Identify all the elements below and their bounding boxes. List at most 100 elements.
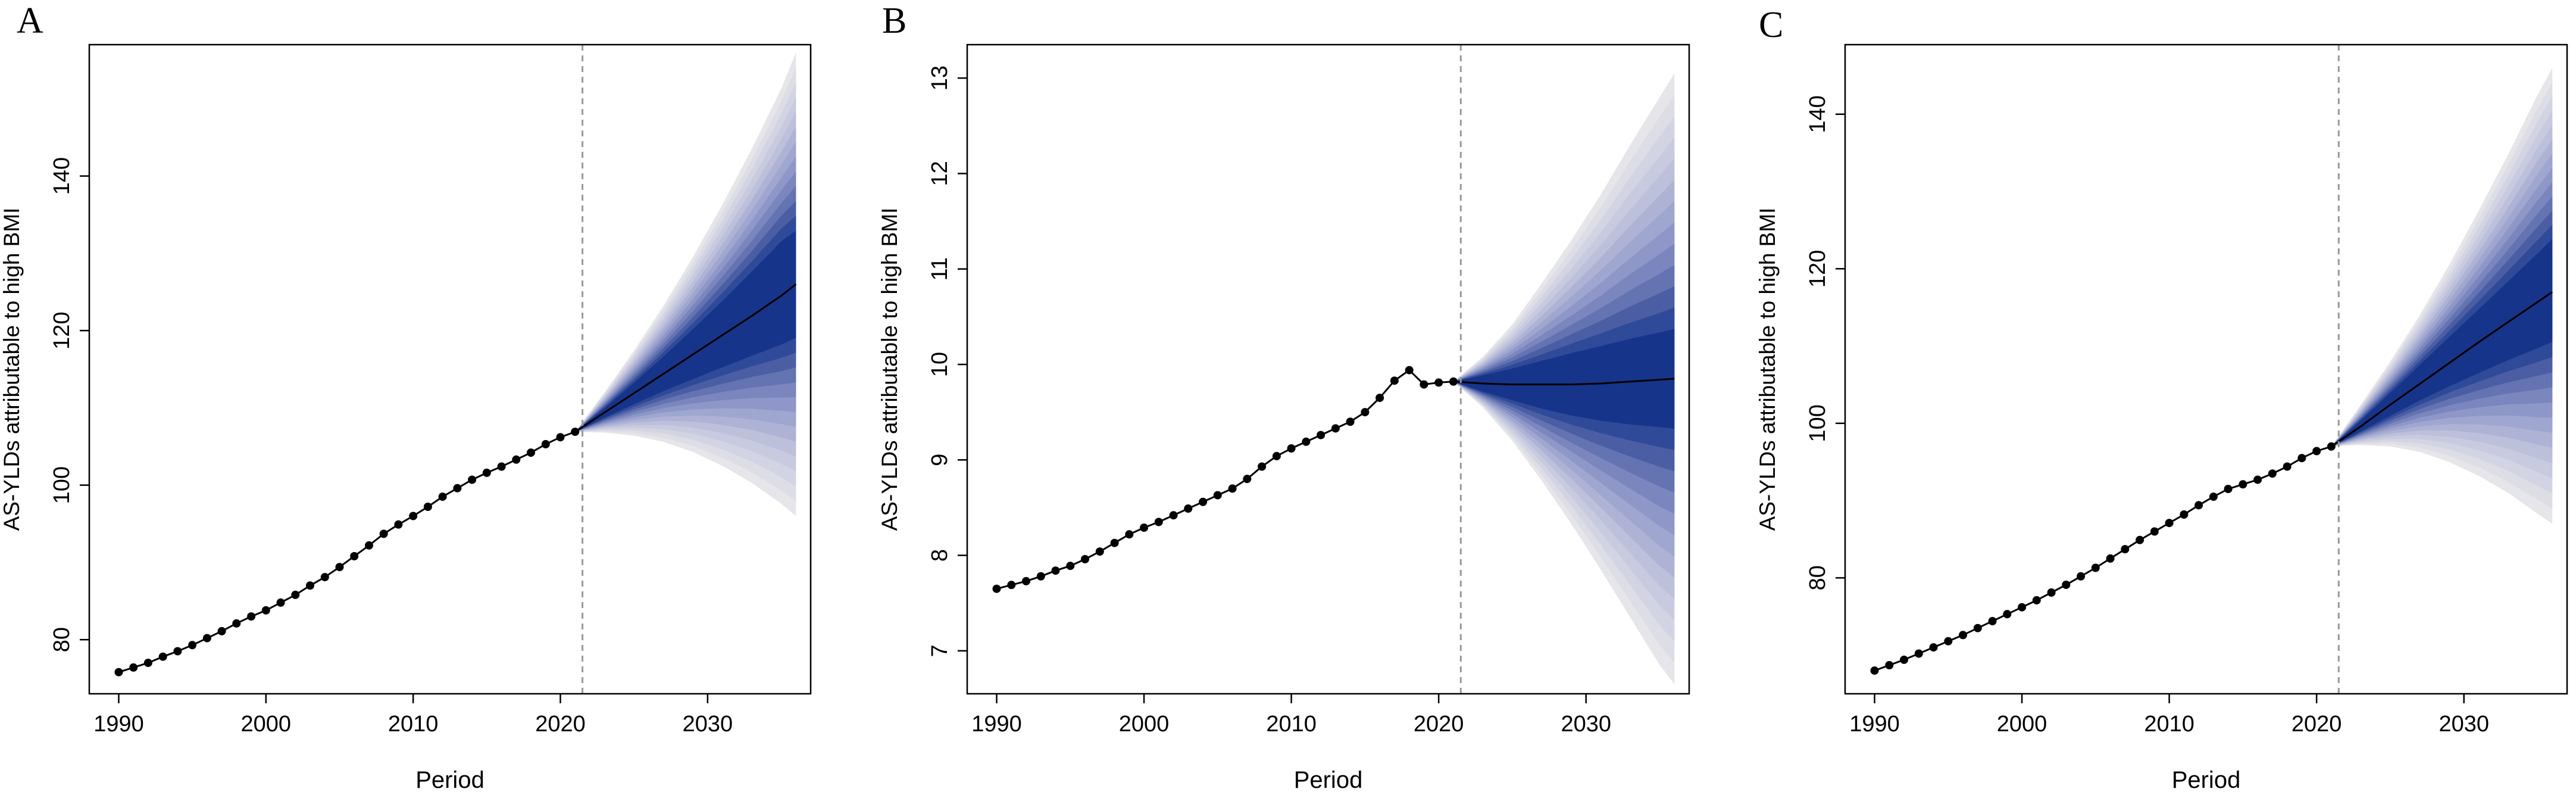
data-point: [1022, 576, 1030, 585]
data-point: [365, 541, 373, 550]
data-point: [217, 626, 226, 635]
x-tick-label: 2030: [2439, 712, 2489, 737]
y-tick-label: 9: [927, 454, 952, 466]
data-point: [114, 668, 123, 676]
x-tick-label: 2020: [2291, 712, 2342, 737]
x-tick-label: 2010: [388, 712, 439, 737]
data-point: [556, 433, 565, 442]
data-point: [2180, 510, 2189, 519]
data-point: [1434, 378, 1443, 387]
x-tick-label: 1990: [971, 712, 1022, 737]
y-axis: 80 100 120 140: [49, 157, 89, 652]
y-tick-label: 120: [1805, 250, 1830, 288]
x-axis-label: Period: [2172, 767, 2241, 793]
data-point: [1885, 661, 1894, 669]
data-point: [2150, 527, 2159, 536]
y-axis-label: AS-YLDs attributable to high BMI: [0, 208, 24, 531]
chart-panel-a: A 1990 2000 2010 2020 2030 Period 80 100 120 140 AS…: [0, 1, 812, 793]
data-point: [2121, 545, 2130, 554]
y-tick-label: 11: [927, 257, 952, 280]
data-point: [2091, 563, 2100, 572]
data-point: [1199, 497, 1208, 506]
data-point: [2283, 462, 2291, 471]
data-point: [541, 439, 550, 448]
data-point: [992, 584, 1001, 593]
data-point: [1944, 637, 1953, 646]
data-point: [1317, 431, 1325, 439]
data-point: [453, 484, 462, 492]
data-point: [2106, 554, 2115, 563]
panel-label: C: [1759, 5, 1783, 45]
data-point: [1420, 380, 1428, 389]
data-point: [1066, 562, 1075, 570]
y-tick-label: 120: [49, 311, 74, 349]
x-axis: 1990 2000 2010 2020 2030: [93, 694, 733, 737]
x-tick-label: 1990: [93, 712, 144, 737]
data-point: [497, 462, 506, 471]
chart-panel-c: C 1990 2000 2010 2020 2030 Period 80 100 120 140 AS…: [1755, 5, 2568, 793]
forecast-band-13: [575, 230, 796, 432]
forecast-bands: [1453, 73, 1675, 685]
data-point: [2327, 442, 2336, 451]
data-point: [261, 606, 270, 615]
data-point: [1959, 631, 1967, 640]
observed-points: [1870, 442, 2336, 675]
data-point: [1258, 462, 1267, 471]
data-point: [320, 573, 329, 582]
y-tick-label: 80: [1805, 565, 1830, 590]
data-point: [1228, 484, 1237, 493]
data-point: [1081, 555, 1089, 563]
forecast-mean-line: [1453, 378, 1675, 386]
y-tick-label: 12: [927, 161, 952, 186]
data-point: [2194, 501, 2203, 510]
plot-frame: [88, 43, 812, 695]
data-point: [1095, 547, 1104, 556]
data-point: [129, 663, 138, 672]
data-point: [2297, 454, 2306, 463]
data-point: [2209, 492, 2218, 501]
data-point: [1287, 444, 1296, 453]
data-point: [335, 563, 344, 572]
data-point: [276, 598, 285, 607]
plot-frame: [966, 43, 1690, 695]
data-point: [438, 492, 447, 501]
data-point: [2018, 603, 2027, 612]
data-point: [1125, 530, 1134, 539]
data-point: [379, 529, 388, 538]
data-point: [291, 590, 300, 599]
data-point: [1036, 572, 1045, 581]
forecast-band-13: [1453, 329, 1675, 429]
y-tick-label: 7: [927, 644, 952, 657]
data-point: [1302, 437, 1311, 446]
y-tick-label: 140: [1805, 95, 1830, 133]
forecast-bands: [575, 52, 796, 516]
data-point: [2077, 572, 2086, 581]
data-point: [188, 641, 197, 650]
data-point: [2224, 485, 2233, 494]
data-point: [1900, 655, 1908, 664]
data-point: [1361, 408, 1370, 417]
data-point: [2032, 596, 2041, 604]
panel-label: A: [17, 1, 43, 41]
x-tick-label: 1990: [1849, 712, 1900, 737]
data-point: [1140, 523, 1149, 532]
data-point: [2136, 535, 2144, 544]
data-point: [350, 552, 359, 560]
forecast-mean-line: [2331, 291, 2553, 448]
data-point: [1449, 377, 1458, 386]
data-point: [1169, 511, 1178, 520]
data-point: [247, 612, 256, 621]
observed-line: [118, 431, 576, 674]
data-point: [306, 581, 314, 590]
data-point: [1007, 581, 1016, 590]
data-point: [158, 652, 167, 661]
x-axis-label: Period: [1294, 767, 1363, 793]
data-point: [2165, 519, 2174, 528]
forecast-band-11: [575, 201, 796, 432]
data-point: [468, 475, 477, 484]
plot-frame: [1844, 43, 2568, 695]
x-tick-label: 2000: [241, 712, 292, 737]
x-tick-label: 2000: [1997, 712, 2047, 737]
y-tick-label: 10: [927, 352, 952, 377]
x-tick-label: 2010: [2144, 712, 2194, 737]
